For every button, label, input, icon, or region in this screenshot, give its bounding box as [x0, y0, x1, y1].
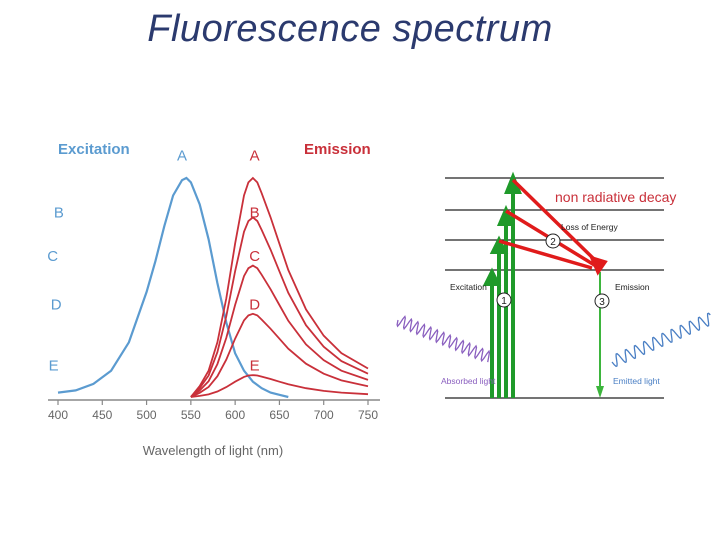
step-2-circle: [545, 233, 561, 249]
excitation-curve-label: A: [177, 147, 187, 164]
excitation-curve-label: B: [54, 204, 64, 221]
step-3-label: 3: [599, 297, 605, 308]
emission-curve-label: B: [250, 204, 260, 221]
emission-line-d: [190, 312, 369, 398]
non-radiative-decay-label: non radiative decay: [555, 189, 676, 205]
slide-title: Fluorescence spectrum: [147, 8, 553, 50]
emission-curve-label: D: [249, 296, 260, 313]
step-2-label: 2: [550, 237, 556, 248]
x-tick-label: 450: [92, 408, 112, 422]
excitation-arrows: [482, 171, 522, 398]
emission-line-b: [190, 216, 369, 398]
step-3-circle: [594, 293, 610, 309]
emission-arrow-head: [596, 386, 604, 398]
loss-of-energy-label: Loss of Energy: [561, 222, 618, 232]
x-ticks-group: 400 450 500 550 600 650 700 750: [48, 400, 378, 422]
emission-line-a: [190, 176, 369, 398]
x-tick-label: 650: [269, 408, 289, 422]
excitation-series-group: [57, 176, 289, 399]
step-1-label: 1: [501, 296, 507, 307]
emission-curve-label: A: [250, 147, 260, 164]
excitation-curve-label: E: [49, 358, 59, 375]
arrow-head: [489, 235, 509, 254]
excitation-label: Excitation: [450, 282, 487, 292]
decay-arrow: [498, 239, 593, 270]
emission-curve-label: E: [250, 358, 260, 375]
emitted-light-label: Emitted light: [613, 376, 660, 386]
x-tick-label: 750: [358, 408, 378, 422]
legend-emission: Emission: [304, 141, 371, 158]
absorbed-light-wave: [396, 315, 491, 363]
curve-labels-group: A B C D E A B C D E: [47, 147, 260, 374]
decay-arrow: [511, 178, 600, 265]
x-tick-label: 500: [137, 408, 157, 422]
excitation-curve-label: C: [47, 248, 58, 265]
legend-excitation: Excitation: [58, 141, 130, 158]
jablonski-diagram: non radiative decay Loss of Energy Excit…: [396, 171, 711, 399]
emission-series-group: [190, 176, 369, 398]
emission-curve-label: C: [249, 248, 260, 265]
fluorescence-chart: Excitation Emission A B C D E A B C D E 400 450 500…: [47, 141, 380, 458]
arrow-head: [496, 204, 516, 226]
emission-line-c: [190, 264, 369, 398]
x-tick-label: 600: [225, 408, 245, 422]
step-1-circle: [496, 292, 512, 308]
arrow-head: [482, 267, 502, 286]
arrow-head: [588, 255, 608, 276]
x-axis-label: Wavelength of light (nm): [143, 443, 283, 458]
emission-line-e: [190, 374, 369, 398]
emitted-light-wave: [611, 312, 711, 368]
annotation-background: [551, 186, 697, 206]
emission-label: Emission: [615, 282, 650, 292]
x-tick-label: 550: [181, 408, 201, 422]
x-tick-label: 400: [48, 408, 68, 422]
excitation-line: [57, 176, 289, 399]
excitation-curve-label: D: [51, 296, 62, 313]
absorbed-light-label: Absorbed light: [441, 376, 496, 386]
x-tick-label: 700: [314, 408, 334, 422]
